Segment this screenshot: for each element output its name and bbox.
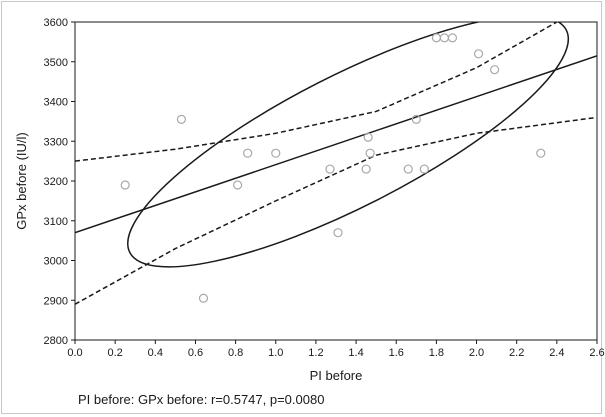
- chart-caption: PI before: GPx before: r=0.5747, p=0.008…: [78, 392, 325, 407]
- x-axis-label: PI before: [310, 368, 363, 383]
- data-point: [473, 49, 484, 59]
- plot-area: [74, 21, 598, 341]
- lower-confidence-band: [75, 116, 597, 305]
- data-point: [365, 148, 375, 158]
- y-axis-label: GPx before (IU/l): [14, 132, 29, 230]
- data-point: [431, 33, 441, 43]
- x-tick-label: 2.6: [589, 347, 604, 359]
- data-point: [403, 164, 413, 174]
- x-tick-label: 2.0: [469, 347, 484, 359]
- data-point: [325, 164, 335, 174]
- y-tick-label: 3000: [44, 256, 68, 268]
- data-point: [411, 114, 421, 124]
- y-tick-label: 3200: [44, 176, 68, 188]
- x-tick-label: 1.4: [348, 347, 363, 359]
- data-point: [120, 180, 130, 190]
- y-tick-label: 2900: [44, 295, 68, 307]
- y-tick-label: 3600: [44, 17, 68, 29]
- x-tick-label: 0.6: [188, 347, 203, 359]
- y-tick-label: 3300: [44, 136, 68, 148]
- data-point: [243, 148, 253, 158]
- data-point: [271, 148, 281, 158]
- data-point: [439, 33, 450, 43]
- data-point: [447, 33, 458, 43]
- x-tick-label: 0.0: [67, 347, 82, 359]
- y-tick-label: 3100: [44, 216, 68, 228]
- data-point: [419, 164, 429, 174]
- data-point: [490, 65, 500, 75]
- x-tick-label: 2.4: [549, 347, 564, 359]
- confidence-ellipse: [127, 22, 570, 268]
- x-tick-label: 1.2: [308, 347, 323, 359]
- x-tick-label: 1.8: [429, 347, 444, 359]
- y-tick-label: 3500: [44, 57, 68, 69]
- data-point: [536, 148, 546, 158]
- data-point: [233, 180, 243, 190]
- x-tick-label: 2.2: [509, 347, 524, 359]
- x-tick-label: 0.4: [148, 347, 163, 359]
- data-point: [363, 132, 373, 142]
- y-tick-label: 2800: [44, 335, 68, 347]
- data-point: [333, 228, 343, 238]
- regression-line: [75, 55, 597, 234]
- x-tick-label: 0.2: [108, 347, 123, 359]
- data-point: [198, 293, 209, 303]
- upper-confidence-band: [75, 22, 558, 162]
- data-point: [361, 164, 371, 174]
- x-tick-label: 1.6: [389, 347, 404, 359]
- data-point: [176, 114, 187, 124]
- x-tick-label: 0.8: [228, 347, 243, 359]
- x-tick-label: 1.0: [268, 347, 283, 359]
- y-tick-label: 3400: [44, 97, 68, 109]
